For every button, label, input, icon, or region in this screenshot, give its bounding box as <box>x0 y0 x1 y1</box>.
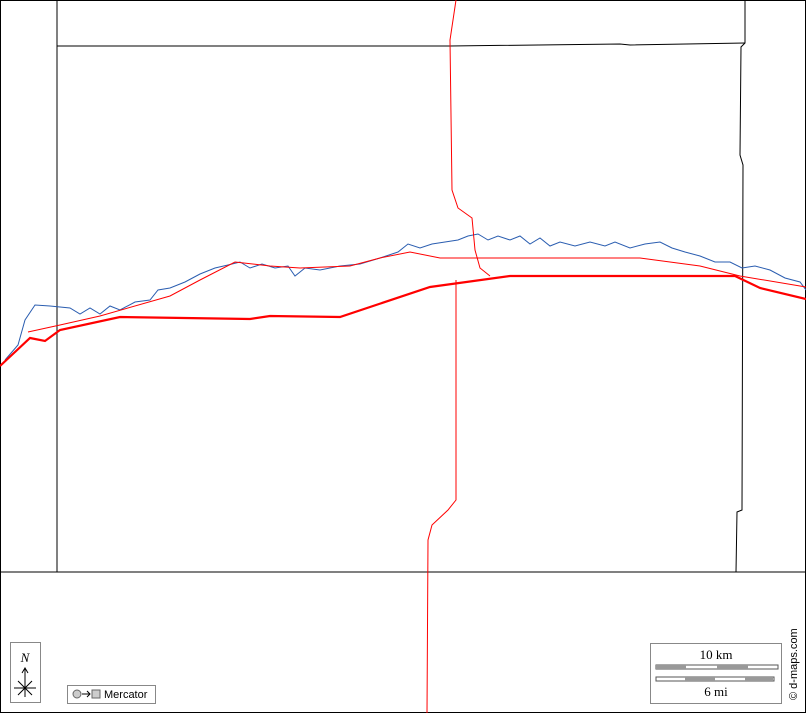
county-border <box>735 0 746 573</box>
credit: © d-maps.com <box>788 628 800 700</box>
plane-icon <box>91 689 101 699</box>
river <box>4 233 806 361</box>
county-border <box>57 42 746 47</box>
compass-label: N <box>20 650 31 665</box>
county-borders <box>0 0 806 573</box>
scale-box <box>650 643 782 704</box>
road <box>27 251 806 333</box>
projection-box <box>67 685 156 704</box>
scale-km-label: 10 km <box>700 647 733 662</box>
compass-rose <box>14 667 36 697</box>
compass: N <box>10 642 41 703</box>
highway <box>0 274 806 367</box>
scale-bar: 10 km 6 mi <box>650 643 782 704</box>
road <box>426 280 457 713</box>
road <box>449 0 491 277</box>
scale-mi-label: 6 mi <box>704 684 728 699</box>
projection-label: Mercator <box>104 689 148 701</box>
globe-icon <box>72 689 82 699</box>
arrow-icon <box>82 690 91 698</box>
projection: Mercator <box>67 685 156 704</box>
